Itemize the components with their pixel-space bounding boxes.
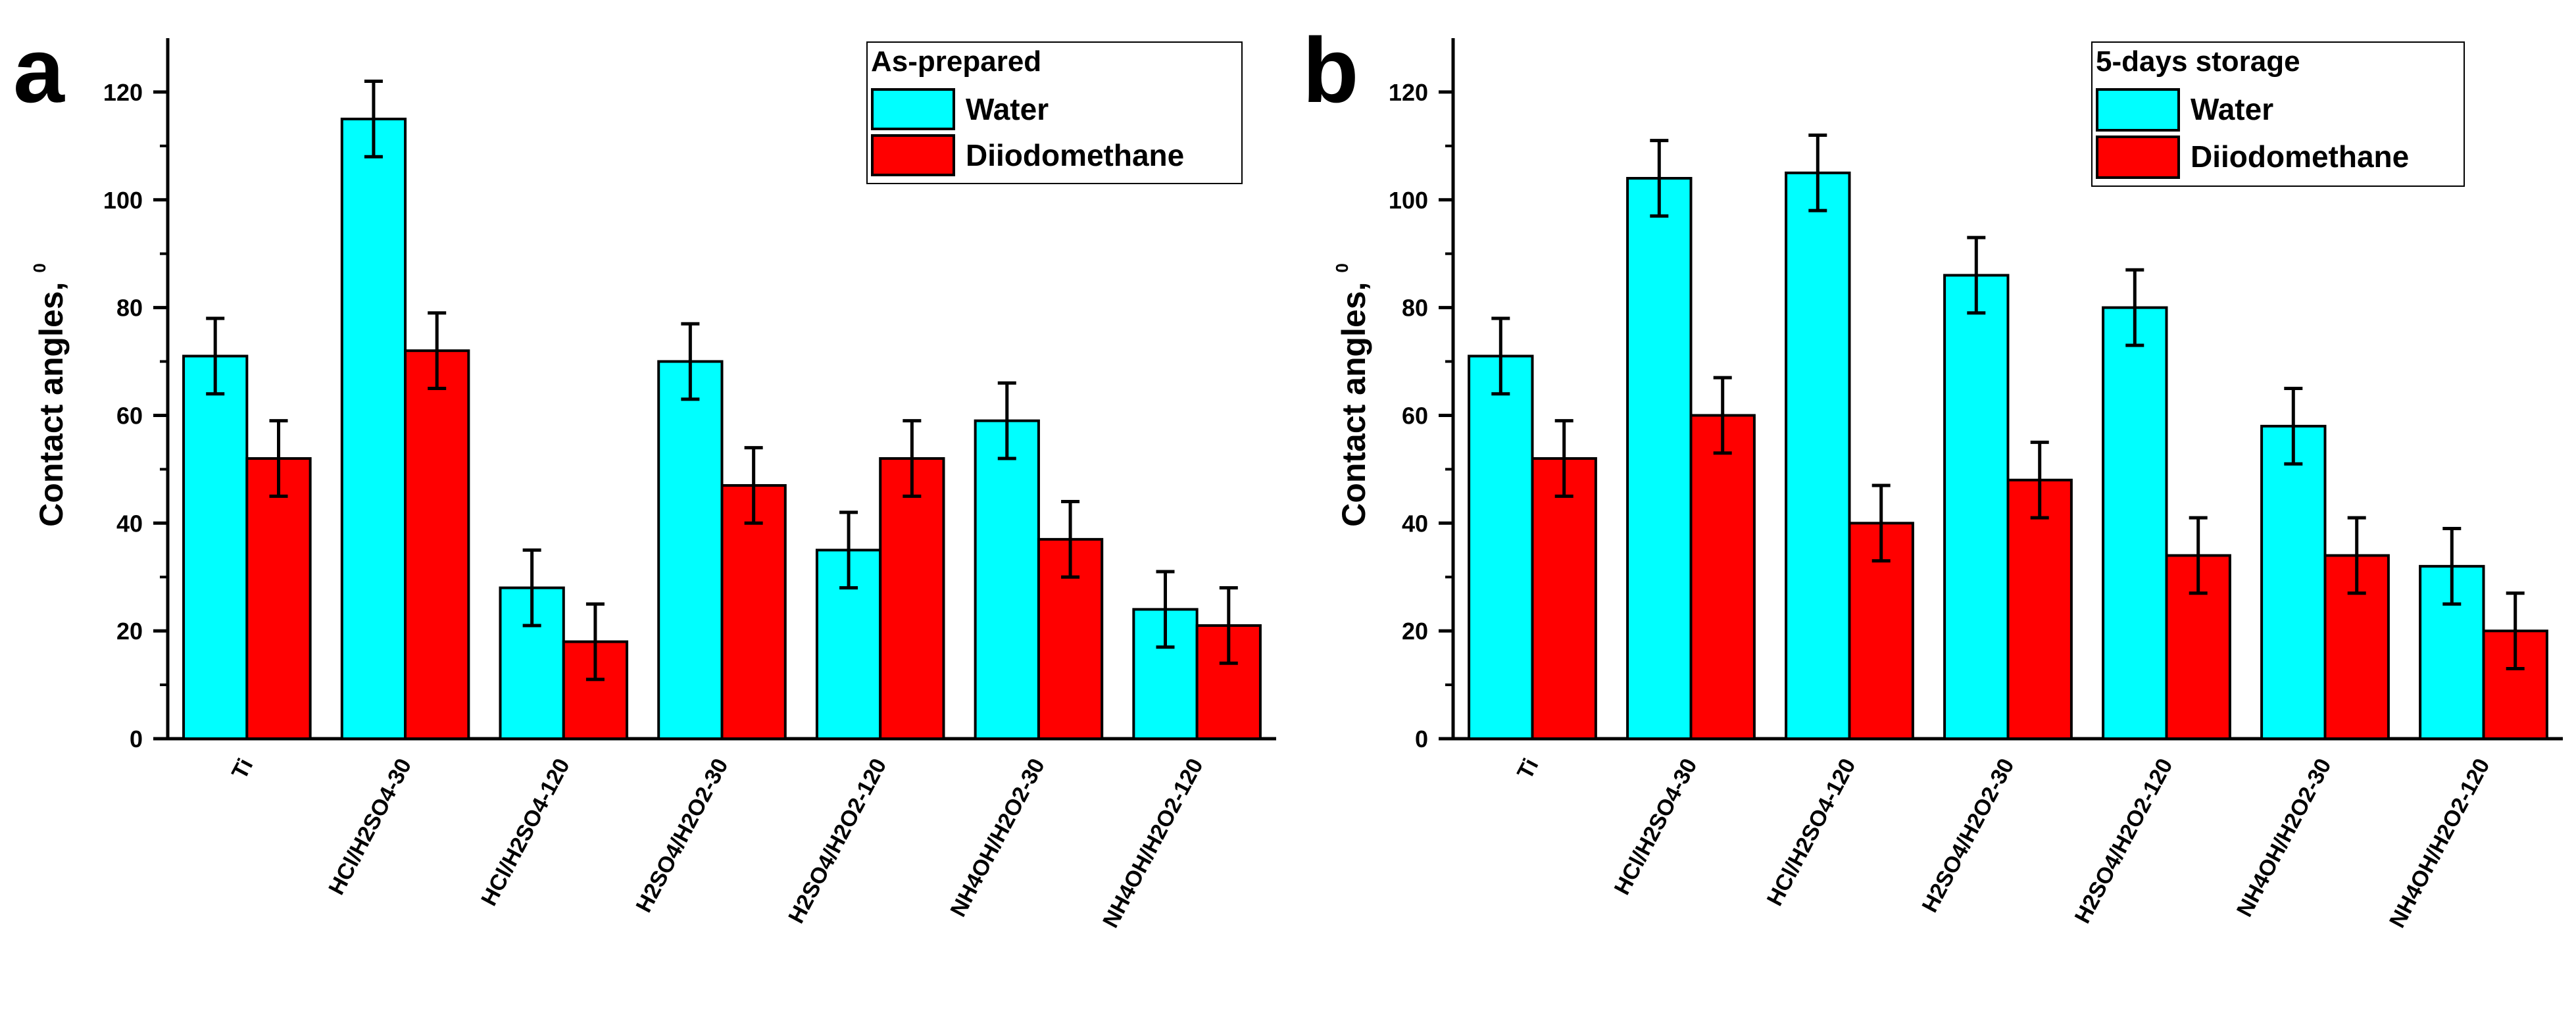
legend-label-diiodomethane: Diiodomethane xyxy=(966,138,1184,172)
bar-water xyxy=(2260,424,2327,740)
legend-title: As-prepared xyxy=(871,45,1041,78)
bar-diiodomethane xyxy=(1531,457,1597,740)
bar-water xyxy=(974,419,1040,741)
bar-diiodomethane xyxy=(1689,414,1756,740)
y-axis-title: Contact angles, 0 xyxy=(30,263,70,527)
y-axis-title-superscript: 0 xyxy=(30,263,49,272)
x-tick-label: NH4OH/H2O2-120 xyxy=(2385,754,2495,932)
bar-water xyxy=(340,117,407,740)
y-tick-label: 120 xyxy=(103,79,143,106)
y-tick-label: 20 xyxy=(116,618,143,645)
bar-water xyxy=(815,549,882,740)
legend-swatch-diiodomethane xyxy=(2096,136,2180,179)
x-tick-label: H2SO4/H2O2-120 xyxy=(2070,754,2178,927)
bar-water xyxy=(657,360,724,740)
y-tick-label: 120 xyxy=(1389,79,1428,106)
bar-water xyxy=(1468,355,1534,740)
y-tick-label: 100 xyxy=(103,187,143,214)
legend-label-water: Water xyxy=(2191,92,2273,126)
y-tick-label: 80 xyxy=(1402,295,1428,322)
x-tick-label: HCl/H2SO4-30 xyxy=(1610,754,1702,899)
legend-title: 5-days storage xyxy=(2096,45,2300,78)
y-axis-title: Contact angles, 0 xyxy=(1332,263,1372,527)
y-tick-label: 40 xyxy=(116,510,143,537)
x-tick-label: H2SO4/H2O2-30 xyxy=(1917,754,2019,916)
y-axis-title-text: Contact angles, xyxy=(33,273,70,527)
x-tick-label: HCl/H2SO4-120 xyxy=(476,754,575,910)
y-tick-label: 100 xyxy=(1389,187,1428,214)
chart-panel-a: a 0 20 40 60 80 100 120 Contact angles, 0 Ti HCl/H… xyxy=(13,18,1276,932)
y-axis-title-superscript: 0 xyxy=(1332,263,1352,272)
y-tick-label: 0 xyxy=(130,726,143,753)
y-tick-label: 20 xyxy=(1402,618,1428,645)
bar-diiodomethane xyxy=(245,457,312,740)
bar-diiodomethane xyxy=(879,457,945,740)
legend-label-diiodomethane: Diiodomethane xyxy=(2191,139,2409,174)
bar-water xyxy=(2419,564,2485,740)
panel-letter: b xyxy=(1302,18,1359,122)
bar-water xyxy=(2102,306,2168,741)
bar-water xyxy=(1785,171,1851,740)
bar-diiodomethane xyxy=(720,483,787,740)
x-tick-label: HCl/H2SO4-30 xyxy=(324,754,416,899)
y-tick-label: 60 xyxy=(116,402,143,429)
bar-water xyxy=(1943,274,2010,740)
legend-swatch-water xyxy=(871,88,955,130)
y-tick-label: 60 xyxy=(1402,402,1428,429)
y-axis-title-text: Contact angles, xyxy=(1335,273,1372,527)
x-tick-label: H2SO4/H2O2-30 xyxy=(631,754,733,916)
y-tick-label: 0 xyxy=(1415,726,1428,753)
legend-swatch-diiodomethane xyxy=(871,134,955,176)
y-tick-label: 80 xyxy=(116,295,143,322)
bar-water xyxy=(182,355,249,740)
y-tick-label: 40 xyxy=(1402,510,1428,537)
legend-label-water: Water xyxy=(966,92,1049,126)
x-tick-label: H2SO4/H2O2-120 xyxy=(783,754,891,927)
x-tick-label: NH4OH/H2O2-30 xyxy=(945,754,1050,921)
x-tick-label: Ti xyxy=(227,754,258,783)
legend-swatch-water xyxy=(2096,88,2180,132)
bar-diiodomethane xyxy=(404,349,470,740)
chart-panel-b: b 0 20 40 60 80 100 120 Contact angles, 0 Ti HCl/H… xyxy=(1302,18,2563,932)
x-tick-label: HCl/H2SO4-120 xyxy=(1762,754,1861,910)
bar-water xyxy=(1626,177,1693,740)
x-tick-label: NH4OH/H2O2-120 xyxy=(1098,754,1208,932)
panel-letter: a xyxy=(13,18,65,122)
bar-diiodomethane xyxy=(2006,478,2073,740)
x-tick-label: Ti xyxy=(1512,754,1543,783)
x-tick-label: NH4OH/H2O2-30 xyxy=(2232,754,2337,921)
